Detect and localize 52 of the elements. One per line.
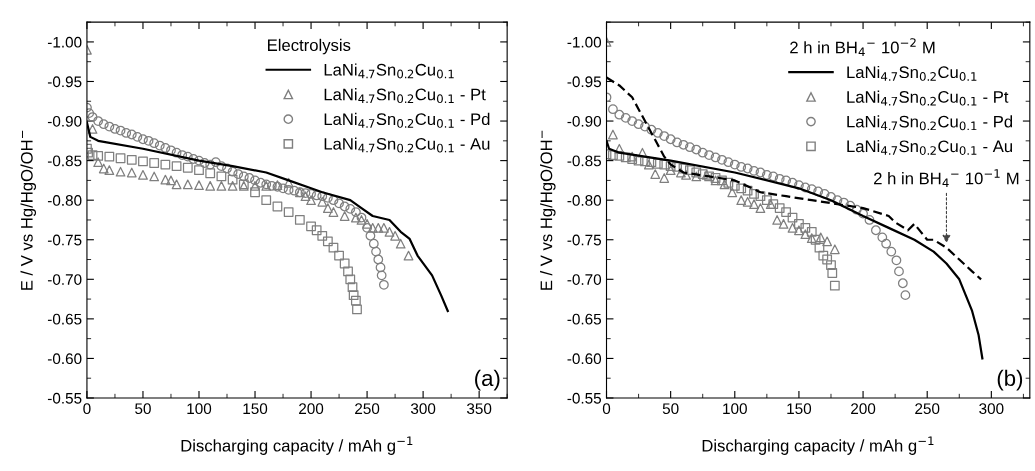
x-tick-label: 200 xyxy=(299,403,324,415)
y-tick-label: -0.75 xyxy=(567,234,602,246)
y-tick-label: -0.80 xyxy=(567,195,602,206)
y-tick-label: -0.85 xyxy=(47,155,82,167)
y-tick-label: -0.55 xyxy=(47,392,82,404)
x-tick-label: 350 xyxy=(466,403,492,415)
legend-title: Electrolysis xyxy=(268,38,351,55)
y-tick-label: -0.90 xyxy=(567,115,602,127)
y-tick-label: -0.95 xyxy=(47,76,82,88)
x-tick-label: 0 xyxy=(602,403,611,415)
y-tick-label: -0.60 xyxy=(47,353,82,365)
x-tick-label: 150 xyxy=(243,403,268,415)
y-tick-label: -0.60 xyxy=(567,353,602,365)
x-axis-title: Discharging capacity / mAh g$^{−1}$ xyxy=(702,436,934,455)
y-axis-title: E / V vs Hg/HgO/OH$^{−}$ xyxy=(540,130,556,290)
legend-label: LaNi$_{4.7}$Sn$_{0.2}$Cu$_{0.1}$ xyxy=(847,65,977,81)
x-tick-label: 250 xyxy=(355,403,380,415)
x-tick-label: 200 xyxy=(851,403,876,415)
legend-label: LaNi$_{4.7}$Sn$_{0.2}$Cu$_{0.1}$ - Pt xyxy=(847,90,1009,106)
x-tick-label: 250 xyxy=(915,403,940,415)
legend-label: LaNi$_{4.7}$Sn$_{0.2}$Cu$_{0.1}$ - Pd xyxy=(324,112,490,128)
x-tick-label: 0 xyxy=(83,403,91,415)
legend-label: LaNi$_{4.7}$Sn$_{0.2}$Cu$_{0.1}$ - Au xyxy=(847,139,1013,155)
annotation: (a) xyxy=(475,369,500,391)
annotation: 2 h in BH$_{4}$$^{−}$ 10$^{−1}$ M xyxy=(874,169,1019,187)
x-tick-label: 50 xyxy=(662,403,679,415)
legend-label: LaNi$_{4.7}$Sn$_{0.2}$Cu$_{0.1}$ - Pd xyxy=(847,115,1013,131)
annotation: (b) xyxy=(997,369,1023,391)
y-tick-label: -1.00 xyxy=(567,36,602,48)
x-axis-title: Discharging capacity / mAh g$^{−1}$ xyxy=(181,436,413,455)
y-tick-label: -1.00 xyxy=(47,36,82,48)
x-tick-label: 300 xyxy=(979,403,1004,415)
y-tick-label: -0.65 xyxy=(47,313,82,325)
x-tick-label: 50 xyxy=(135,403,151,415)
y-tick-label: -0.90 xyxy=(47,115,82,127)
x-tick-label: 150 xyxy=(787,403,812,415)
legend-label: LaNi$_{4.7}$Sn$_{0.2}$Cu$_{0.1}$ xyxy=(324,63,454,79)
x-tick-label: 100 xyxy=(723,403,747,415)
legend-title: 2 h in BH$_{4}$$^{−}$ 10$^{−2}$ M xyxy=(790,38,935,56)
x-tick-label: 300 xyxy=(410,403,436,415)
y-axis-title: E / V vs Hg/HgO/OH$^{−}$ xyxy=(20,130,37,290)
y-tick-label: -0.70 xyxy=(47,274,82,285)
y-tick-label: -0.95 xyxy=(567,76,602,88)
y-tick-label: -0.55 xyxy=(567,392,602,404)
y-tick-label: -0.65 xyxy=(567,313,602,325)
y-tick-label: -0.70 xyxy=(567,274,602,285)
x-tick-label: 100 xyxy=(187,403,212,415)
y-tick-label: -0.80 xyxy=(47,195,82,206)
legend-label: LaNi$_{4.7}$Sn$_{0.2}$Cu$_{0.1}$ - Pt xyxy=(324,88,486,104)
y-tick-label: -0.75 xyxy=(47,234,82,246)
y-tick-label: -0.85 xyxy=(567,155,602,167)
legend-label: LaNi$_{4.7}$Sn$_{0.2}$Cu$_{0.1}$ - Au xyxy=(324,137,490,153)
